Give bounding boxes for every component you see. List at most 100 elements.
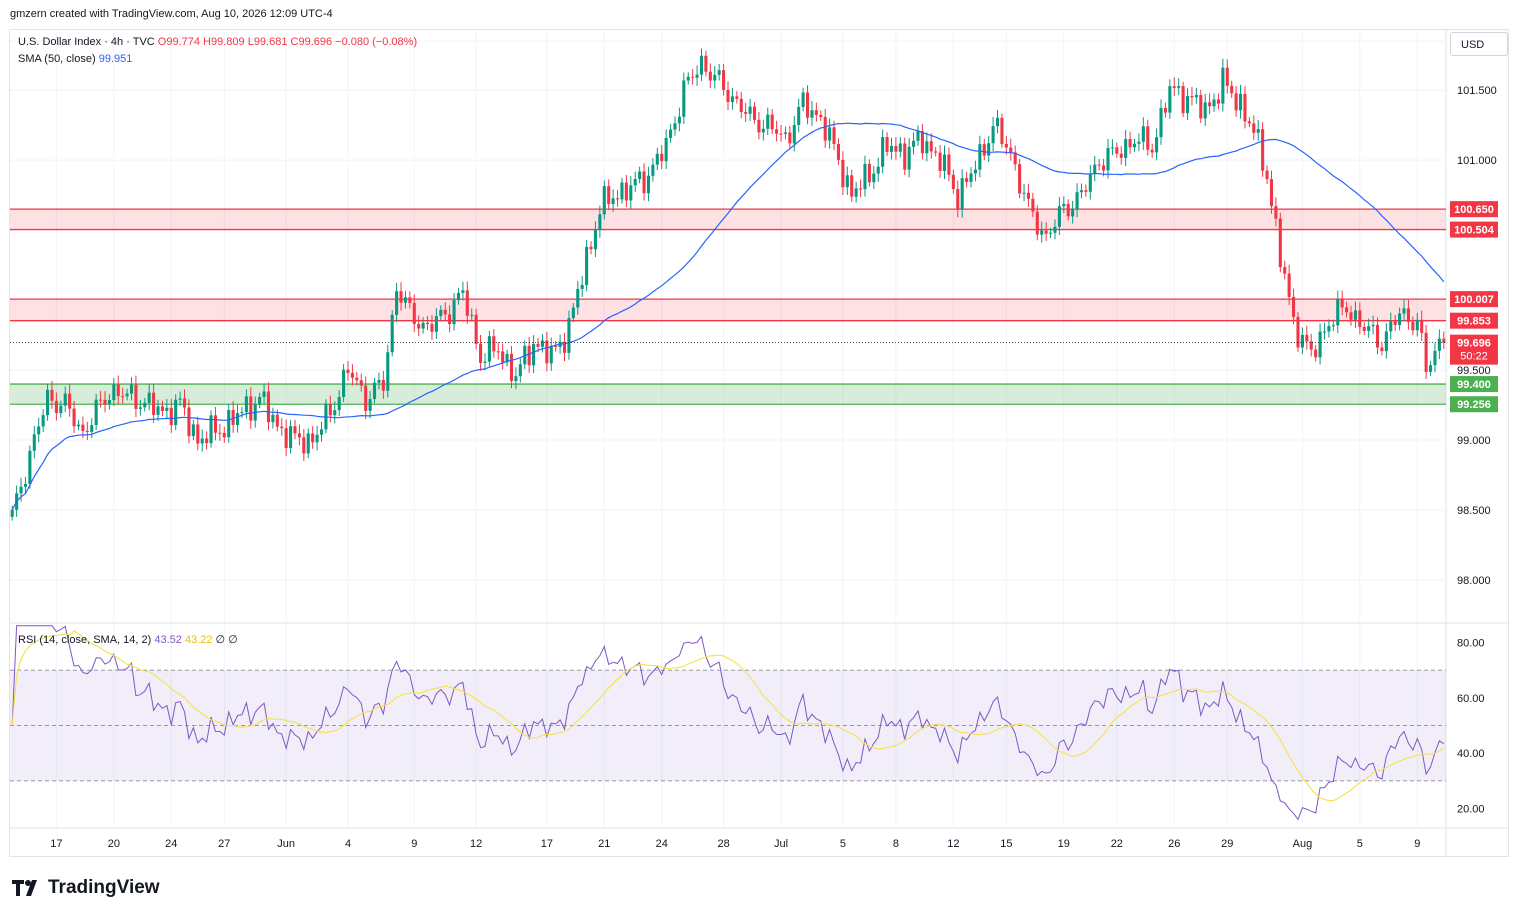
- sma-layer: [11, 122, 1445, 511]
- candle-body: [1000, 117, 1004, 144]
- candle-body: [112, 384, 116, 401]
- candle-body: [1393, 321, 1397, 325]
- candle-body: [68, 393, 72, 409]
- candle-body: [549, 345, 553, 364]
- support-zone: [10, 384, 1446, 405]
- last-price-label: 99.696: [1457, 338, 1491, 350]
- zone-price-tag: [1450, 396, 1498, 413]
- candle-body: [686, 76, 690, 81]
- candle-body: [1066, 203, 1070, 217]
- candle-body: [1336, 299, 1340, 326]
- zone-price-tag: [1450, 221, 1498, 238]
- candle-body: [1243, 93, 1247, 122]
- candle-body: [748, 106, 752, 114]
- candle-body: [81, 424, 85, 431]
- candle-body: [1428, 365, 1433, 372]
- candle-body: [969, 173, 973, 182]
- time-tick-label: 19: [1058, 838, 1070, 850]
- candle-body: [991, 126, 995, 144]
- time-tick-label: 27: [218, 838, 230, 850]
- candle-body: [1022, 192, 1026, 194]
- candle-body: [275, 414, 279, 427]
- candle-body: [1269, 179, 1274, 207]
- candle-body: [121, 395, 125, 397]
- candle-body: [580, 285, 584, 289]
- time-tick-label: 20: [108, 838, 120, 850]
- candle-body: [501, 351, 505, 363]
- candle-body: [527, 345, 531, 366]
- candle-body: [280, 426, 284, 429]
- time-tick-label: 5: [1357, 838, 1363, 850]
- zone-layer: [10, 208, 1446, 405]
- zone-price-label: 99.400: [1457, 379, 1491, 391]
- candle-body: [289, 426, 293, 449]
- candle-body: [823, 116, 827, 141]
- zone-price-tag: [1450, 291, 1498, 308]
- candle-body: [174, 399, 178, 426]
- candle-body: [677, 116, 681, 124]
- candle-body: [1212, 99, 1216, 107]
- candle-body: [1110, 147, 1114, 149]
- candle-body: [19, 486, 23, 494]
- candle-body: [947, 154, 951, 175]
- candle-body: [297, 433, 301, 438]
- zone-price-tag: [1450, 201, 1498, 218]
- candle-body: [929, 141, 933, 152]
- candle-body: [1398, 313, 1402, 325]
- candle-body: [434, 316, 438, 332]
- time-tick-label: 21: [598, 838, 610, 850]
- candle-body: [496, 351, 500, 353]
- rsi-legend: RSI (14, close, SMA, 14, 2) 43.52 43.22 …: [18, 633, 238, 646]
- resistance-zone: [10, 299, 1446, 321]
- candle-body: [938, 152, 942, 171]
- currency-button[interactable]: USD: [1450, 32, 1508, 56]
- candle-body: [1168, 86, 1172, 113]
- candle-body: [1141, 126, 1145, 142]
- candle-body: [987, 143, 991, 156]
- candle-body: [642, 171, 646, 194]
- label-layer: 100.650 100.504 100.007 99.853 99.400 99.256 9…: [10, 201, 1498, 413]
- rsi-sma-line: [11, 630, 1445, 802]
- candle-body: [377, 379, 381, 383]
- time-tick-label: Jul: [774, 838, 788, 850]
- candle-body: [266, 391, 271, 423]
- candle-body: [337, 396, 341, 411]
- candle-body: [456, 292, 461, 301]
- candle-body: [46, 389, 50, 416]
- candle-body: [302, 437, 306, 454]
- candle-body: [23, 484, 28, 487]
- candle-body: [1013, 152, 1017, 165]
- candle-body: [1009, 147, 1013, 153]
- candle-body: [1437, 338, 1441, 351]
- candle-body: [1327, 326, 1331, 332]
- candle-body: [646, 175, 651, 194]
- candle-body: [41, 415, 45, 427]
- sma-label: SMA (50, close): [18, 53, 96, 65]
- candle-body: [819, 114, 823, 117]
- candle-body: [1358, 310, 1362, 327]
- price-tick-label: 98.500: [1457, 505, 1491, 517]
- rsi-line: [11, 625, 1445, 821]
- candle-body: [1194, 94, 1198, 98]
- candle-body: [54, 400, 58, 413]
- candle-body: [470, 314, 474, 316]
- candle-body: [1340, 299, 1344, 308]
- candle-body: [770, 114, 774, 130]
- time-tick-label: 24: [656, 838, 668, 850]
- candle-body: [1004, 143, 1008, 148]
- time-tick-label: 28: [717, 838, 729, 850]
- candle-body: [859, 188, 863, 190]
- candle-body: [59, 405, 63, 413]
- candle-body: [655, 153, 659, 165]
- candle-body: [872, 173, 876, 183]
- candle-body: [182, 398, 187, 408]
- candle-body: [1420, 319, 1424, 333]
- candle-body: [1150, 149, 1154, 153]
- candle-body: [761, 128, 765, 133]
- candle-body: [717, 70, 721, 75]
- candle-body: [1119, 153, 1123, 158]
- candle-body: [1318, 331, 1322, 358]
- candle-body: [788, 132, 792, 144]
- candle-body: [1278, 218, 1282, 268]
